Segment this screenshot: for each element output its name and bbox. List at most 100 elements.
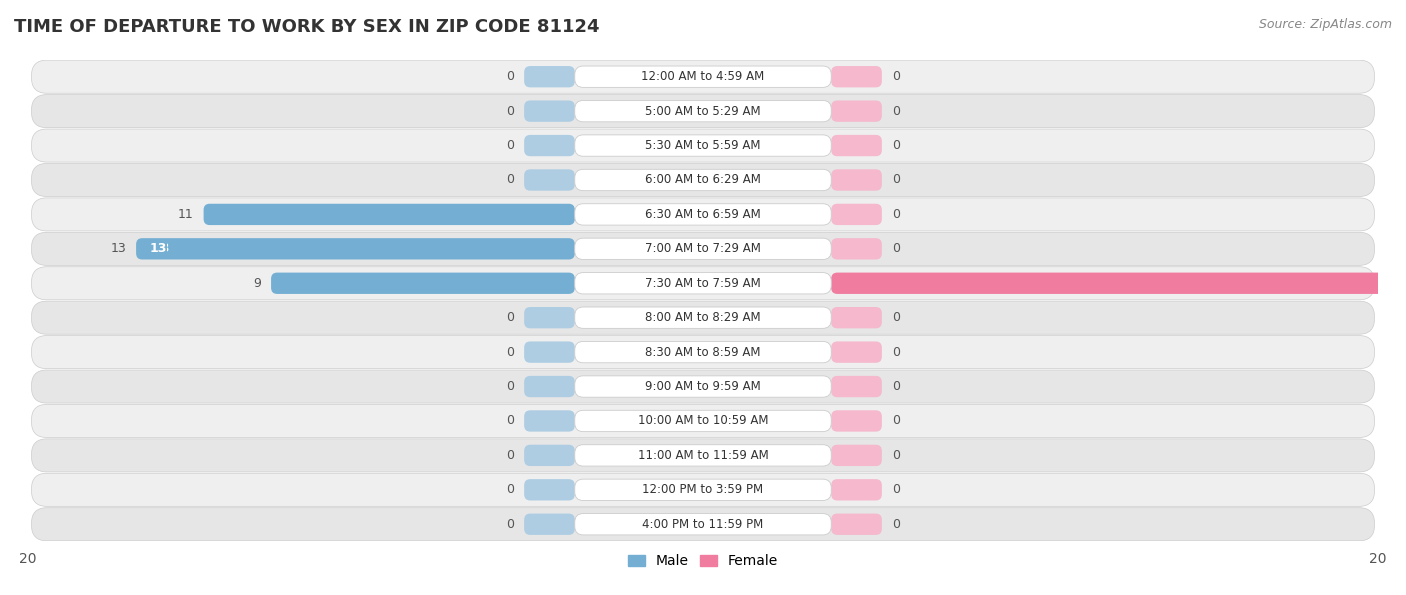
Text: 10:00 AM to 10:59 AM: 10:00 AM to 10:59 AM	[638, 415, 768, 427]
Text: 0: 0	[506, 449, 515, 462]
Text: 13: 13	[110, 242, 127, 255]
FancyBboxPatch shape	[31, 232, 1375, 265]
Text: 6:30 AM to 6:59 AM: 6:30 AM to 6:59 AM	[645, 208, 761, 221]
Text: 9:00 AM to 9:59 AM: 9:00 AM to 9:59 AM	[645, 380, 761, 393]
Text: 0: 0	[891, 311, 900, 324]
FancyBboxPatch shape	[31, 198, 1375, 231]
Text: 7:30 AM to 7:59 AM: 7:30 AM to 7:59 AM	[645, 277, 761, 290]
FancyBboxPatch shape	[575, 135, 831, 156]
Text: 0: 0	[506, 380, 515, 393]
FancyBboxPatch shape	[575, 203, 831, 225]
Text: 12:00 AM to 4:59 AM: 12:00 AM to 4:59 AM	[641, 70, 765, 83]
FancyBboxPatch shape	[831, 203, 882, 225]
FancyBboxPatch shape	[831, 307, 882, 328]
FancyBboxPatch shape	[575, 238, 831, 259]
Text: 0: 0	[506, 174, 515, 186]
Text: 0: 0	[891, 139, 900, 152]
Text: 0: 0	[891, 70, 900, 83]
FancyBboxPatch shape	[575, 101, 831, 122]
FancyBboxPatch shape	[575, 513, 831, 535]
Text: 0: 0	[891, 380, 900, 393]
FancyBboxPatch shape	[31, 439, 1375, 472]
FancyBboxPatch shape	[524, 479, 575, 500]
FancyBboxPatch shape	[524, 170, 575, 190]
FancyBboxPatch shape	[31, 405, 1375, 437]
Text: 0: 0	[506, 311, 515, 324]
FancyBboxPatch shape	[31, 60, 1375, 93]
FancyBboxPatch shape	[575, 444, 831, 466]
FancyBboxPatch shape	[831, 376, 882, 397]
Legend: Male, Female: Male, Female	[628, 554, 778, 568]
FancyBboxPatch shape	[831, 479, 882, 500]
Text: 0: 0	[891, 346, 900, 359]
Text: 0: 0	[506, 415, 515, 427]
Text: 0: 0	[891, 242, 900, 255]
FancyBboxPatch shape	[575, 170, 831, 190]
Text: 0: 0	[506, 105, 515, 118]
FancyBboxPatch shape	[524, 135, 575, 156]
Text: 11: 11	[177, 208, 194, 221]
Text: 8:00 AM to 8:29 AM: 8:00 AM to 8:29 AM	[645, 311, 761, 324]
FancyBboxPatch shape	[831, 101, 882, 122]
FancyBboxPatch shape	[575, 411, 831, 431]
Text: 0: 0	[506, 139, 515, 152]
FancyBboxPatch shape	[831, 411, 882, 431]
FancyBboxPatch shape	[31, 301, 1375, 334]
Text: 5:00 AM to 5:29 AM: 5:00 AM to 5:29 AM	[645, 105, 761, 118]
Text: TIME OF DEPARTURE TO WORK BY SEX IN ZIP CODE 81124: TIME OF DEPARTURE TO WORK BY SEX IN ZIP …	[14, 18, 599, 36]
Text: 0: 0	[506, 483, 515, 496]
FancyBboxPatch shape	[524, 307, 575, 328]
FancyBboxPatch shape	[31, 336, 1375, 369]
Text: 4:00 PM to 11:59 PM: 4:00 PM to 11:59 PM	[643, 518, 763, 531]
FancyBboxPatch shape	[204, 203, 575, 225]
FancyBboxPatch shape	[524, 513, 575, 535]
Text: 11:00 AM to 11:59 AM: 11:00 AM to 11:59 AM	[638, 449, 768, 462]
FancyBboxPatch shape	[31, 164, 1375, 196]
FancyBboxPatch shape	[524, 376, 575, 397]
Text: 13: 13	[153, 242, 170, 255]
Text: 0: 0	[891, 208, 900, 221]
Text: 0: 0	[891, 174, 900, 186]
FancyBboxPatch shape	[31, 129, 1375, 162]
FancyBboxPatch shape	[524, 444, 575, 466]
Text: 8:30 AM to 8:59 AM: 8:30 AM to 8:59 AM	[645, 346, 761, 359]
Text: 0: 0	[891, 105, 900, 118]
FancyBboxPatch shape	[831, 513, 882, 535]
FancyBboxPatch shape	[575, 307, 831, 328]
FancyBboxPatch shape	[524, 411, 575, 431]
FancyBboxPatch shape	[831, 135, 882, 156]
FancyBboxPatch shape	[575, 66, 831, 87]
FancyBboxPatch shape	[271, 273, 575, 294]
FancyBboxPatch shape	[31, 473, 1375, 506]
Text: 0: 0	[891, 415, 900, 427]
FancyBboxPatch shape	[831, 342, 882, 363]
FancyBboxPatch shape	[136, 238, 575, 259]
FancyBboxPatch shape	[575, 376, 831, 397]
Text: 0: 0	[891, 449, 900, 462]
Text: Source: ZipAtlas.com: Source: ZipAtlas.com	[1258, 18, 1392, 31]
FancyBboxPatch shape	[31, 267, 1375, 300]
FancyBboxPatch shape	[31, 370, 1375, 403]
Text: 7:00 AM to 7:29 AM: 7:00 AM to 7:29 AM	[645, 242, 761, 255]
FancyBboxPatch shape	[575, 342, 831, 363]
Text: 0: 0	[891, 518, 900, 531]
FancyBboxPatch shape	[831, 170, 882, 190]
FancyBboxPatch shape	[31, 508, 1375, 541]
FancyBboxPatch shape	[831, 444, 882, 466]
Text: 0: 0	[506, 346, 515, 359]
Text: 5:30 AM to 5:59 AM: 5:30 AM to 5:59 AM	[645, 139, 761, 152]
Text: 0: 0	[891, 483, 900, 496]
Text: 6:00 AM to 6:29 AM: 6:00 AM to 6:29 AM	[645, 174, 761, 186]
FancyBboxPatch shape	[524, 342, 575, 363]
FancyBboxPatch shape	[831, 238, 882, 259]
FancyBboxPatch shape	[524, 66, 575, 87]
FancyBboxPatch shape	[575, 479, 831, 500]
FancyBboxPatch shape	[524, 101, 575, 122]
FancyBboxPatch shape	[31, 95, 1375, 128]
Text: 13: 13	[149, 242, 167, 255]
Text: 0: 0	[506, 518, 515, 531]
FancyBboxPatch shape	[831, 273, 1405, 294]
FancyBboxPatch shape	[575, 273, 831, 294]
Text: 0: 0	[506, 70, 515, 83]
FancyBboxPatch shape	[831, 66, 882, 87]
